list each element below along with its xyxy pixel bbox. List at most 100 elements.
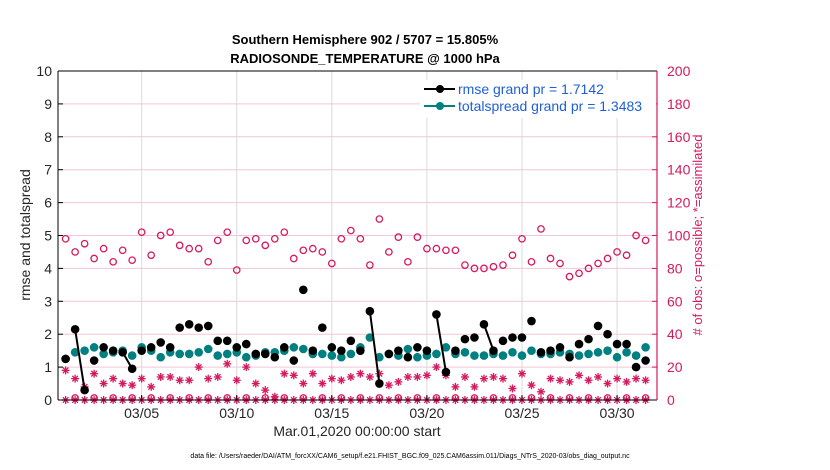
obs-possible-marker	[327, 259, 336, 268]
obs-assimilated-marker	[99, 379, 108, 388]
obs-possible-marker	[289, 254, 298, 263]
x-tick-label: 03/20	[409, 405, 444, 421]
obs-possible-marker	[423, 244, 431, 253]
totalspread-marker	[593, 347, 603, 357]
rmse-marker	[394, 346, 403, 355]
obs-possible-marker	[565, 272, 574, 281]
totalspread-marker	[318, 349, 327, 359]
obs-markers	[61, 215, 650, 404]
rmse-marker	[299, 285, 308, 295]
obs-assimilated-marker	[299, 379, 308, 388]
totalspread-marker	[70, 347, 80, 357]
obs-possible-marker	[213, 236, 222, 245]
obs-possible-marker	[537, 225, 545, 233]
totalspread-marker	[375, 352, 384, 362]
axes: 0123456789100204060801001201401601802000…	[36, 63, 690, 421]
obs-possible-marker	[613, 248, 621, 256]
legend-box	[420, 80, 656, 118]
obs-possible-marker	[366, 261, 374, 269]
obs-assimilated-marker	[622, 377, 631, 386]
obs-possible-marker	[337, 234, 346, 243]
legend-rmse-marker	[436, 85, 444, 93]
obs-possible-marker	[318, 248, 327, 256]
obs-assimilated-marker	[356, 369, 365, 378]
obs-assimilated-marker	[403, 372, 412, 381]
totalspread-marker	[89, 343, 99, 352]
obs-possible-marker	[261, 241, 270, 250]
totalspread-marker	[289, 343, 299, 352]
totalspread-marker	[508, 347, 517, 357]
obs-possible-marker	[556, 259, 564, 268]
obs-possible-marker	[109, 257, 117, 266]
right-y-axis-label: # of obs: o=possible; *=assimilated	[690, 135, 705, 336]
totalspread-marker	[470, 351, 479, 360]
obs-assimilated-marker	[175, 376, 184, 385]
obs-assimilated-marker	[508, 384, 517, 393]
obs-possible-marker	[413, 233, 422, 241]
rmse-marker	[346, 336, 356, 346]
obs-possible-marker	[461, 261, 469, 269]
obs-assimilated-marker	[413, 372, 422, 381]
totalspread-marker	[222, 349, 232, 359]
obs-possible-marker	[603, 254, 612, 263]
rmse-marker	[375, 379, 384, 388]
totalspread-marker	[631, 351, 641, 360]
rmse-marker	[175, 323, 185, 332]
rmse-marker	[403, 352, 413, 362]
obs-assimilated-marker	[470, 382, 479, 391]
obs-possible-marker	[204, 257, 213, 266]
y-tick-label: 10	[36, 63, 52, 79]
obs-possible-marker	[242, 236, 251, 245]
rmse-marker	[451, 346, 460, 355]
legend-spread-marker	[436, 102, 444, 110]
rmse-marker	[517, 333, 527, 342]
rmse-segment	[74, 329, 86, 391]
obs-assimilated-marker	[556, 376, 565, 385]
obs-assimilated-marker	[346, 372, 355, 381]
obs-assimilated-marker	[632, 374, 641, 383]
rmse-marker	[536, 347, 546, 357]
obs-possible-marker	[175, 241, 184, 250]
obs-assimilated-marker	[613, 374, 622, 383]
legend: rmse grand pr = 1.7142 totalspread grand…	[420, 80, 656, 118]
legend-spread-label: totalspread grand pr = 1.3483	[458, 98, 642, 114]
rmse-line	[66, 290, 646, 390]
obs-assimilated-marker	[603, 379, 612, 388]
obs-assimilated-marker	[147, 382, 156, 391]
y-tick-label: 4	[44, 260, 52, 276]
rmse-marker	[413, 343, 422, 352]
right-y-tick-label: 80	[667, 260, 683, 276]
rmse-marker	[641, 356, 650, 365]
totalspread-marker	[213, 351, 223, 360]
obs-assimilated-marker	[156, 372, 165, 381]
rmse-marker	[612, 339, 622, 349]
obs-assimilated-marker	[232, 376, 241, 385]
right-y-tick-label: 20	[667, 359, 683, 375]
obs-assimilated-marker	[90, 369, 99, 378]
totalspread-marker	[346, 349, 356, 359]
totalspread-marker	[622, 347, 631, 357]
x-tick-label: 03/10	[219, 405, 254, 421]
obs-assimilated-marker	[185, 376, 194, 385]
x-axis-label: Mar.01,2020 00:00:00 start	[273, 423, 440, 439]
y-tick-label: 7	[44, 162, 52, 178]
obs-assimilated-marker	[594, 372, 603, 381]
obs-possible-marker	[185, 244, 194, 253]
right-y-tick-label: 200	[667, 63, 691, 79]
totalspread-marker	[203, 344, 213, 354]
rmse-marker	[489, 346, 498, 355]
totalspread-marker	[156, 352, 165, 362]
y-tick-label: 0	[44, 392, 52, 408]
obs-assimilated-marker	[109, 374, 118, 383]
rmse-marker	[327, 343, 337, 352]
totalspread-marker	[403, 344, 413, 354]
x-tick-label: 03/30	[600, 405, 635, 421]
obs-assimilated-marker	[394, 377, 403, 386]
obs-assimilated-marker	[71, 374, 80, 383]
rmse-segment	[368, 311, 381, 384]
chart-title-line-1: Southern Hemisphere 902 / 5707 = 15.805%	[232, 32, 499, 47]
obs-possible-marker	[489, 262, 498, 271]
obs-possible-marker	[232, 266, 241, 274]
obs-possible-marker	[166, 228, 175, 237]
right-y-tick-label: 140	[667, 162, 691, 178]
